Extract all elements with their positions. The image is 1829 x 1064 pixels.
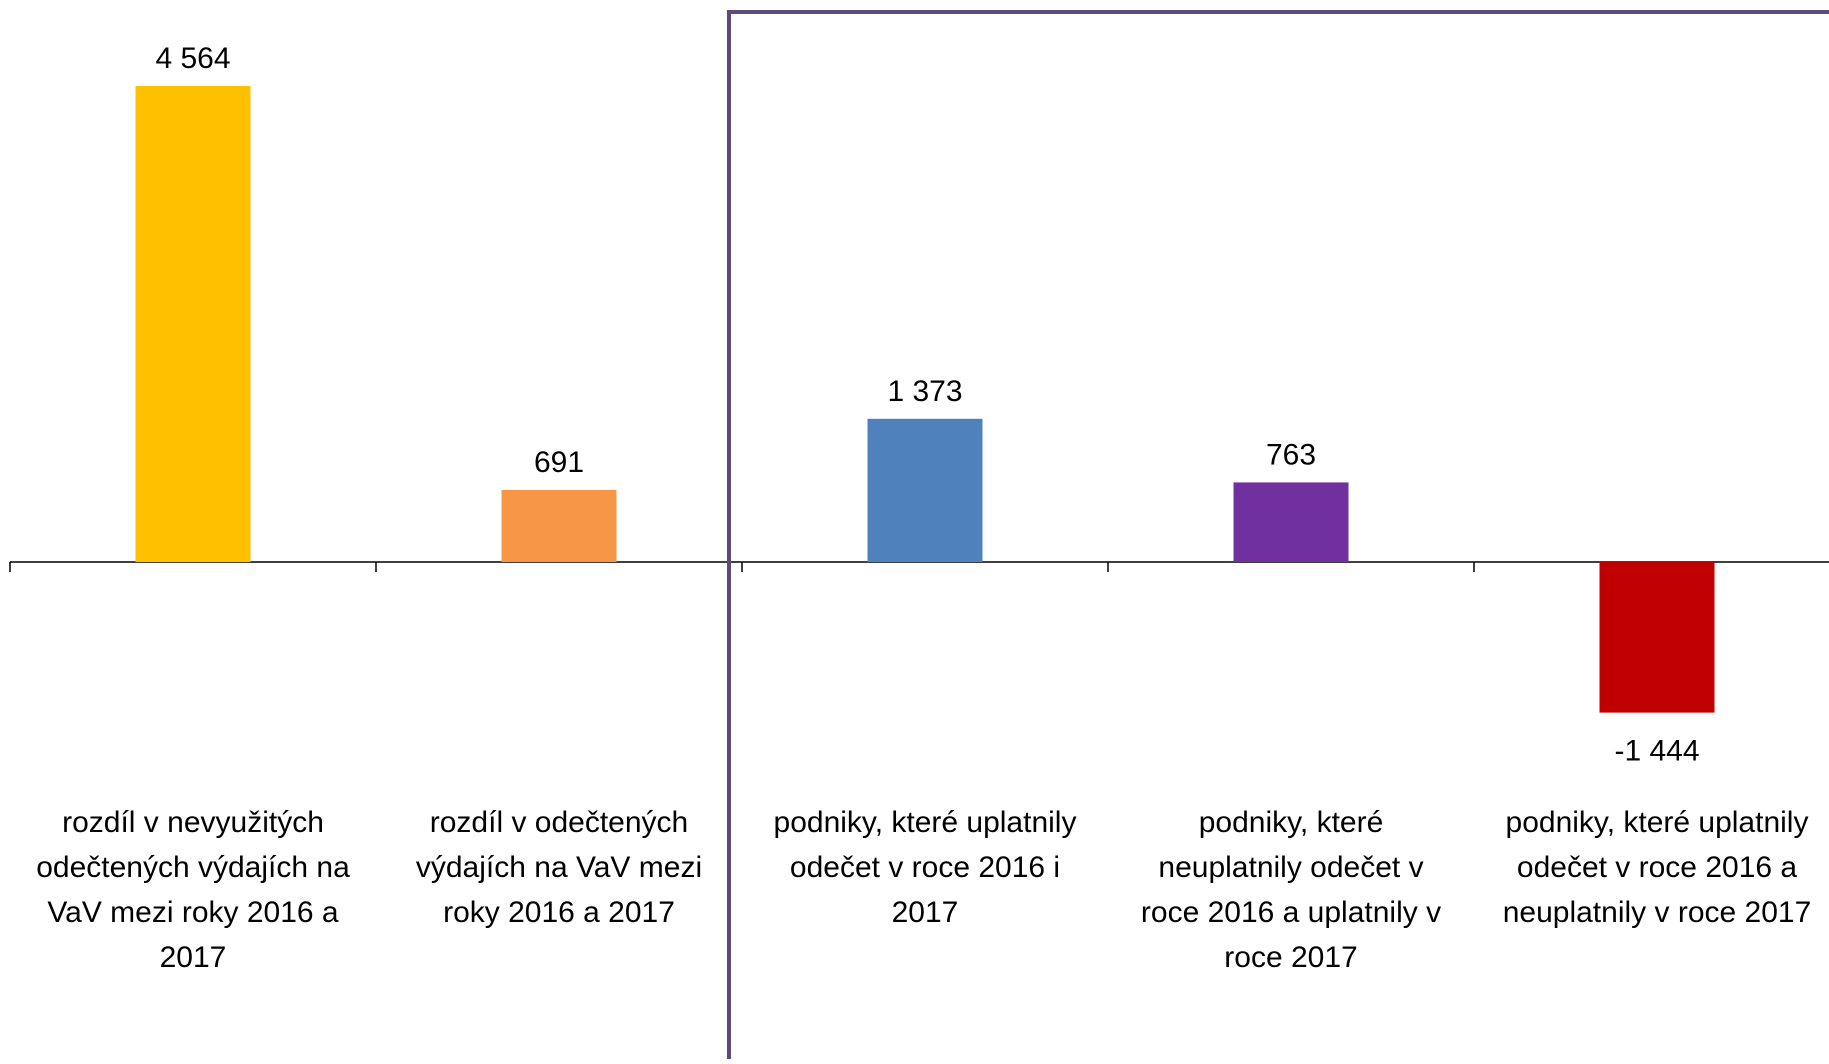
category-label-5: podniky, které uplatnily: [1506, 806, 1809, 839]
category-label-2: rozdíl v odečtených: [430, 806, 688, 839]
data-label-2: 691: [534, 446, 584, 479]
category-label-4: roce 2017: [1224, 941, 1357, 974]
data-label-1: 4 564: [155, 42, 230, 75]
data-label-5: -1 444: [1614, 735, 1699, 768]
data-label-4: 763: [1266, 438, 1316, 471]
bar-3: [867, 418, 983, 562]
category-label-1: odečtených výdajích na: [36, 851, 350, 884]
category-label-3: odečet v roce 2016 i: [790, 851, 1060, 884]
category-label-1: VaV mezi roky 2016 a: [47, 896, 339, 929]
category-label-4: roce 2016 a uplatnily v: [1141, 896, 1441, 929]
category-label-2: roky 2016 a 2017: [443, 896, 675, 929]
bar-4: [1233, 482, 1349, 562]
category-label-3: podniky, které uplatnily: [774, 806, 1077, 839]
category-label-5: neuplatnily v roce 2017: [1503, 896, 1812, 929]
category-label-2: výdajích na VaV mezi: [416, 851, 702, 884]
data-label-3: 1 373: [887, 375, 962, 408]
bar-1: [135, 86, 251, 562]
bar-2: [501, 489, 617, 562]
category-label-4: neuplatnily odečet v: [1158, 851, 1423, 884]
category-label-1: 2017: [160, 941, 227, 974]
bar-5: [1599, 562, 1715, 713]
category-label-5: odečet v roce 2016 a: [1517, 851, 1798, 884]
category-label-3: 2017: [892, 896, 959, 929]
category-label-1: rozdíl v nevyužitých: [62, 806, 324, 839]
category-label-4: podniky, které: [1199, 806, 1384, 839]
